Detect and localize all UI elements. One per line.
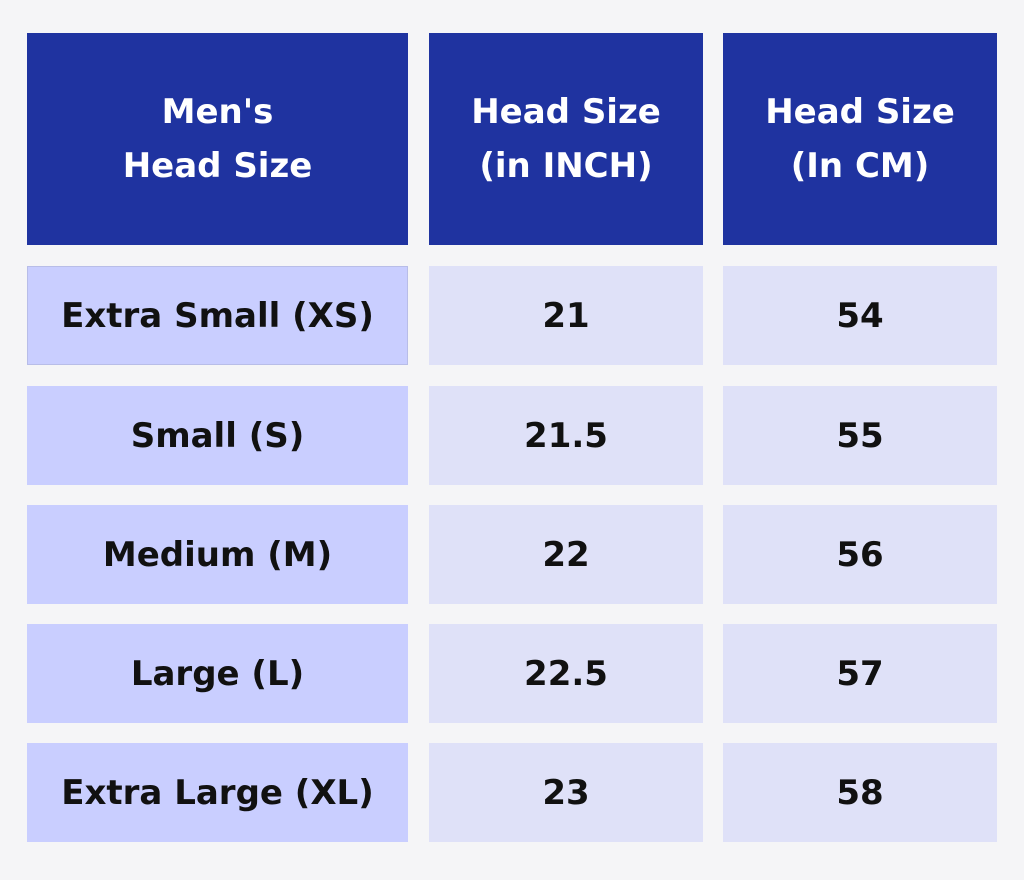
- row-l-size: Large (L): [27, 624, 408, 723]
- row-s-cm: 55: [723, 386, 997, 485]
- row-l-inch: 22.5: [429, 624, 703, 723]
- row-xl-size: Extra Large (XL): [27, 743, 408, 842]
- row-xl-cm: 58: [723, 743, 997, 842]
- row-m-cm: 56: [723, 505, 997, 604]
- row-m-inch: 22: [429, 505, 703, 604]
- header-head-size-cm: Head Size (In CM): [723, 33, 997, 245]
- row-s-inch: 21.5: [429, 386, 703, 485]
- row-xl-inch: 23: [429, 743, 703, 842]
- row-xs-cm: 54: [723, 266, 997, 365]
- row-s-size: Small (S): [27, 386, 408, 485]
- row-xs-size: Extra Small (XS): [27, 266, 408, 365]
- row-l-cm: 57: [723, 624, 997, 723]
- header-head-size-inch: Head Size (in INCH): [429, 33, 703, 245]
- row-xs-inch: 21: [429, 266, 703, 365]
- header-mens-head-size: Men's Head Size: [27, 33, 408, 245]
- row-m-size: Medium (M): [27, 505, 408, 604]
